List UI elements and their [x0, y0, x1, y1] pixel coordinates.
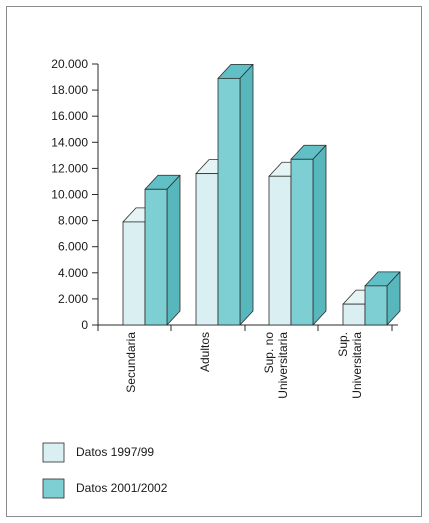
bar-front: [342, 303, 366, 326]
legend-item: Datos 2001/2002: [42, 478, 168, 499]
bar: [144, 174, 181, 326]
y-tick-label: 6.000: [58, 240, 88, 254]
y-tick-label: 2.000: [58, 292, 88, 306]
bar-side: [312, 144, 327, 326]
legend-label: Datos 2001/2002: [76, 481, 168, 495]
legend-swatch: [42, 442, 65, 463]
y-tick-label: 4.000: [58, 266, 88, 280]
bar-side: [166, 174, 181, 326]
bar-front: [144, 188, 168, 326]
bar-front: [364, 285, 388, 326]
y-tick-label: 0: [81, 318, 88, 332]
bar: [217, 63, 254, 326]
y-tick-label: 16.000: [51, 109, 88, 123]
x-category-label: Sup. no: [262, 332, 276, 374]
bar-side: [239, 63, 254, 326]
bar: [364, 271, 401, 326]
legend-item: Datos 1997/99: [42, 442, 154, 463]
x-category-label: Adultos: [198, 332, 212, 372]
y-tick-label: 14.000: [51, 135, 88, 149]
bar-front: [217, 77, 241, 326]
bar-front: [195, 173, 219, 326]
x-category-label: Universitaria: [276, 332, 290, 399]
bar-front: [268, 175, 292, 326]
x-category-label: Sup.: [336, 332, 350, 357]
bar-front: [122, 221, 146, 326]
legend-swatch: [42, 478, 65, 499]
x-category-label: Universitaria: [350, 332, 364, 399]
y-tick-label: 12.000: [51, 161, 88, 175]
bar-front: [290, 158, 314, 326]
y-tick-label: 10.000: [51, 188, 88, 202]
x-category-label: Secundaria: [124, 332, 138, 393]
bar: [290, 144, 327, 326]
y-tick-label: 20.000: [51, 57, 88, 71]
y-tick-label: 18.000: [51, 83, 88, 97]
legend-label: Datos 1997/99: [76, 445, 154, 459]
y-tick-label: 8.000: [58, 214, 88, 228]
